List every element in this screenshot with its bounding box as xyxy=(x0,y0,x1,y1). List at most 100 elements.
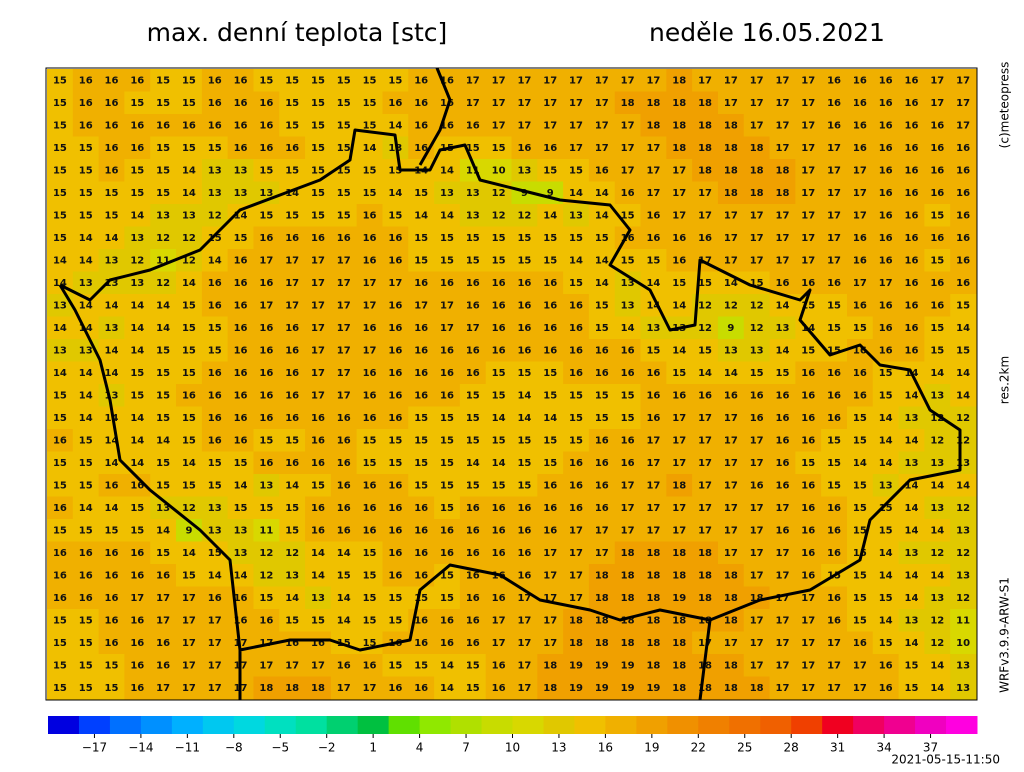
cell-value: 15 xyxy=(311,165,325,176)
cell xyxy=(898,429,925,452)
cell-value: 15 xyxy=(517,368,531,379)
cell xyxy=(150,226,177,250)
cell xyxy=(872,406,900,430)
cell-value: 16 xyxy=(879,255,893,266)
cell-value: 15 xyxy=(182,570,196,581)
cell xyxy=(846,631,874,655)
colorbar-segment xyxy=(326,716,359,734)
cell-value: 14 xyxy=(905,435,919,446)
cell xyxy=(124,114,151,137)
cell-value: 15 xyxy=(698,345,712,356)
cell xyxy=(640,69,667,92)
cell xyxy=(382,496,409,520)
cell-value: 17 xyxy=(595,120,609,131)
cell-value: 12 xyxy=(956,593,970,604)
cell xyxy=(511,316,538,340)
cell xyxy=(588,226,616,250)
cell-value: 16 xyxy=(105,98,119,109)
colorbar-label: 1 xyxy=(369,741,377,755)
cell-value: 15 xyxy=(208,345,222,356)
cell-value: 15 xyxy=(492,255,506,266)
cell-value: 16 xyxy=(388,480,402,491)
cell-value: 17 xyxy=(750,98,764,109)
cell xyxy=(47,676,74,700)
cell xyxy=(253,451,280,475)
cell-value: 16 xyxy=(363,525,377,536)
cell xyxy=(150,271,177,295)
cell xyxy=(72,474,100,497)
cell xyxy=(692,564,719,587)
cell-value: 15 xyxy=(672,278,686,289)
cell-value: 16 xyxy=(905,210,919,221)
cell xyxy=(459,586,487,610)
cell xyxy=(588,339,616,362)
cell-value: 16 xyxy=(466,615,480,626)
cell xyxy=(588,69,616,92)
cell xyxy=(563,586,590,610)
cell xyxy=(124,586,151,610)
cell-value: 13 xyxy=(905,615,919,626)
cell xyxy=(434,676,461,700)
cell-value: 14 xyxy=(388,120,402,131)
cell-value: 16 xyxy=(440,345,454,356)
cell-value: 12 xyxy=(698,300,712,311)
cell-value: 17 xyxy=(311,368,325,379)
cell-value: 15 xyxy=(285,525,299,536)
cell xyxy=(434,204,461,227)
cell-value: 17 xyxy=(930,75,944,86)
cell-value: 17 xyxy=(156,593,170,604)
cell-value: 16 xyxy=(259,233,273,244)
cell-value: 15 xyxy=(311,120,325,131)
cell xyxy=(408,676,435,700)
cell xyxy=(47,361,74,385)
cell xyxy=(356,339,383,362)
cell xyxy=(537,564,564,587)
cell xyxy=(588,249,616,272)
cell-value: 13 xyxy=(956,458,970,469)
cell-value: 16 xyxy=(517,143,531,154)
cell xyxy=(382,316,409,340)
cell-value: 15 xyxy=(79,143,93,154)
cell-value: 18 xyxy=(698,98,712,109)
cell-value: 17 xyxy=(569,98,583,109)
cell xyxy=(743,676,771,700)
cell xyxy=(846,541,874,565)
cell-value: 16 xyxy=(440,75,454,86)
cell xyxy=(47,429,74,452)
cell-value: 10 xyxy=(492,165,506,176)
cell-value: 16 xyxy=(105,165,119,176)
cell xyxy=(305,631,332,655)
cell xyxy=(692,226,719,250)
cell xyxy=(201,69,229,92)
cell xyxy=(72,676,100,700)
cell xyxy=(692,474,719,497)
cell-value: 16 xyxy=(414,98,428,109)
cell-value: 15 xyxy=(363,435,377,446)
cell xyxy=(846,654,874,677)
cell-value: 16 xyxy=(440,525,454,536)
cell xyxy=(924,271,951,295)
cell xyxy=(692,676,719,700)
colorbar-segment xyxy=(574,716,606,734)
cell-value: 17 xyxy=(466,75,480,86)
cell-value: 17 xyxy=(311,323,325,334)
cell-value: 13 xyxy=(156,210,170,221)
cell-value: 15 xyxy=(621,255,635,266)
cell xyxy=(279,316,306,340)
cell xyxy=(666,91,693,115)
colorbar-segment xyxy=(853,716,885,734)
cell-value: 12 xyxy=(285,548,299,559)
cell-value: 15 xyxy=(440,458,454,469)
cell xyxy=(279,541,306,565)
cell-value: 16 xyxy=(53,570,67,581)
cell xyxy=(253,631,280,655)
cell xyxy=(769,361,796,385)
cell-value: 17 xyxy=(492,98,506,109)
cell-value: 18 xyxy=(750,143,764,154)
cell xyxy=(666,406,693,430)
cell xyxy=(872,69,900,92)
cell xyxy=(485,69,512,92)
cell-value: 16 xyxy=(337,413,351,424)
cell-value: 15 xyxy=(440,593,454,604)
cell xyxy=(434,451,461,475)
